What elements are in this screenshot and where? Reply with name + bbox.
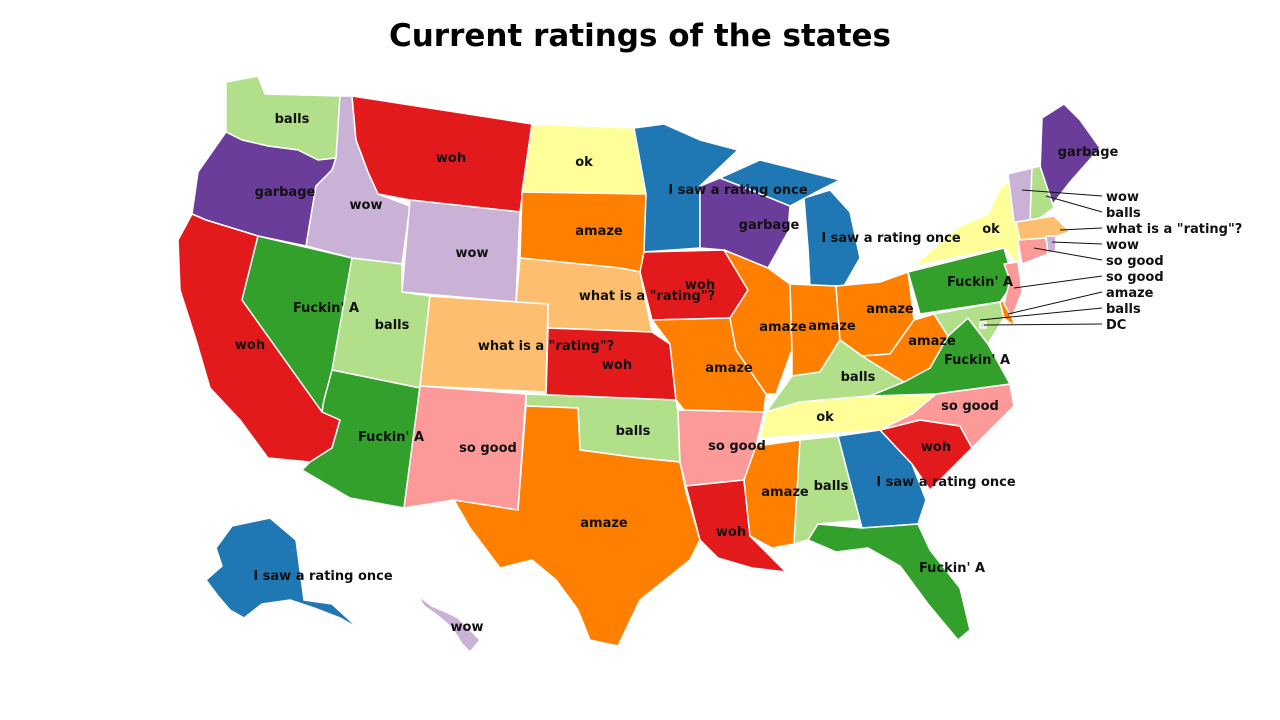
state-dc bbox=[979, 321, 987, 329]
label-al: balls bbox=[814, 479, 849, 494]
label-nm: so good bbox=[459, 441, 517, 456]
callout-de: amaze bbox=[1106, 286, 1154, 301]
label-me: garbage bbox=[1058, 145, 1119, 160]
callout-nj: so good bbox=[1106, 270, 1164, 285]
label-il: amaze bbox=[759, 320, 807, 335]
label-la: woh bbox=[716, 525, 746, 540]
label-ak: I saw a rating once bbox=[253, 569, 393, 584]
label-sd: amaze bbox=[575, 224, 623, 239]
label-co: what is a "rating"? bbox=[478, 339, 614, 354]
state-il bbox=[723, 249, 793, 395]
label-or: garbage bbox=[255, 185, 316, 200]
state-mi-upper bbox=[719, 159, 841, 207]
label-in: amaze bbox=[808, 319, 856, 334]
label-az: Fuckin' A bbox=[358, 430, 424, 445]
label-ms: amaze bbox=[761, 485, 809, 500]
label-ks: woh bbox=[602, 358, 632, 373]
label-ia: woh bbox=[685, 278, 715, 293]
callout-vt: wow bbox=[1106, 190, 1139, 205]
state-mi bbox=[803, 189, 861, 287]
label-ar: so good bbox=[708, 439, 766, 454]
callout-ri: wow bbox=[1106, 238, 1139, 253]
label-nd: ok bbox=[575, 155, 593, 170]
map-title: Current ratings of the states bbox=[388, 18, 892, 54]
label-pa: Fuckin' A bbox=[947, 275, 1013, 290]
state-tx bbox=[453, 405, 701, 647]
label-tn: ok bbox=[816, 410, 834, 425]
label-mt: woh bbox=[436, 151, 466, 166]
callout-dc: DC bbox=[1106, 318, 1126, 333]
label-ga: I saw a rating once bbox=[876, 475, 1016, 490]
state-ri bbox=[1045, 235, 1057, 255]
label-va: Fuckin' A bbox=[944, 353, 1010, 368]
label-fl: Fuckin' A bbox=[919, 561, 985, 576]
label-wa: balls bbox=[275, 112, 310, 127]
label-mn: I saw a rating once bbox=[668, 183, 808, 198]
label-wi: garbage bbox=[739, 218, 800, 233]
label-id: wow bbox=[350, 198, 383, 213]
callout-nh: balls bbox=[1106, 206, 1141, 221]
label-sc: woh bbox=[921, 440, 951, 455]
label-tx: amaze bbox=[580, 516, 628, 531]
label-wv: amaze bbox=[908, 334, 956, 349]
state-hi bbox=[417, 595, 481, 653]
callout-md: balls bbox=[1106, 302, 1141, 317]
state-ma bbox=[1015, 215, 1071, 241]
label-ky: balls bbox=[841, 370, 876, 385]
callout-ma: what is a "rating"? bbox=[1106, 222, 1242, 237]
state-nj bbox=[1003, 261, 1023, 319]
label-ok: balls bbox=[616, 424, 651, 439]
label-ut: balls bbox=[375, 318, 410, 333]
label-ca: woh bbox=[235, 338, 265, 353]
state-nh bbox=[1029, 165, 1055, 223]
label-ny: ok bbox=[982, 222, 1000, 237]
label-hi: wow bbox=[451, 620, 484, 635]
state-fl bbox=[807, 523, 971, 641]
callout-ct: so good bbox=[1106, 254, 1164, 269]
label-nc: so good bbox=[941, 399, 999, 414]
state-ak bbox=[205, 517, 359, 629]
label-mo: amaze bbox=[705, 361, 753, 376]
state-ct bbox=[1017, 237, 1049, 265]
label-oh: amaze bbox=[866, 302, 914, 317]
label-wy: wow bbox=[456, 246, 489, 261]
state-nc bbox=[879, 383, 1015, 449]
label-nv: Fuckin' A bbox=[293, 301, 359, 316]
label-ne: what is a "rating"? bbox=[579, 289, 715, 304]
label-mi: I saw a rating once bbox=[821, 231, 961, 246]
